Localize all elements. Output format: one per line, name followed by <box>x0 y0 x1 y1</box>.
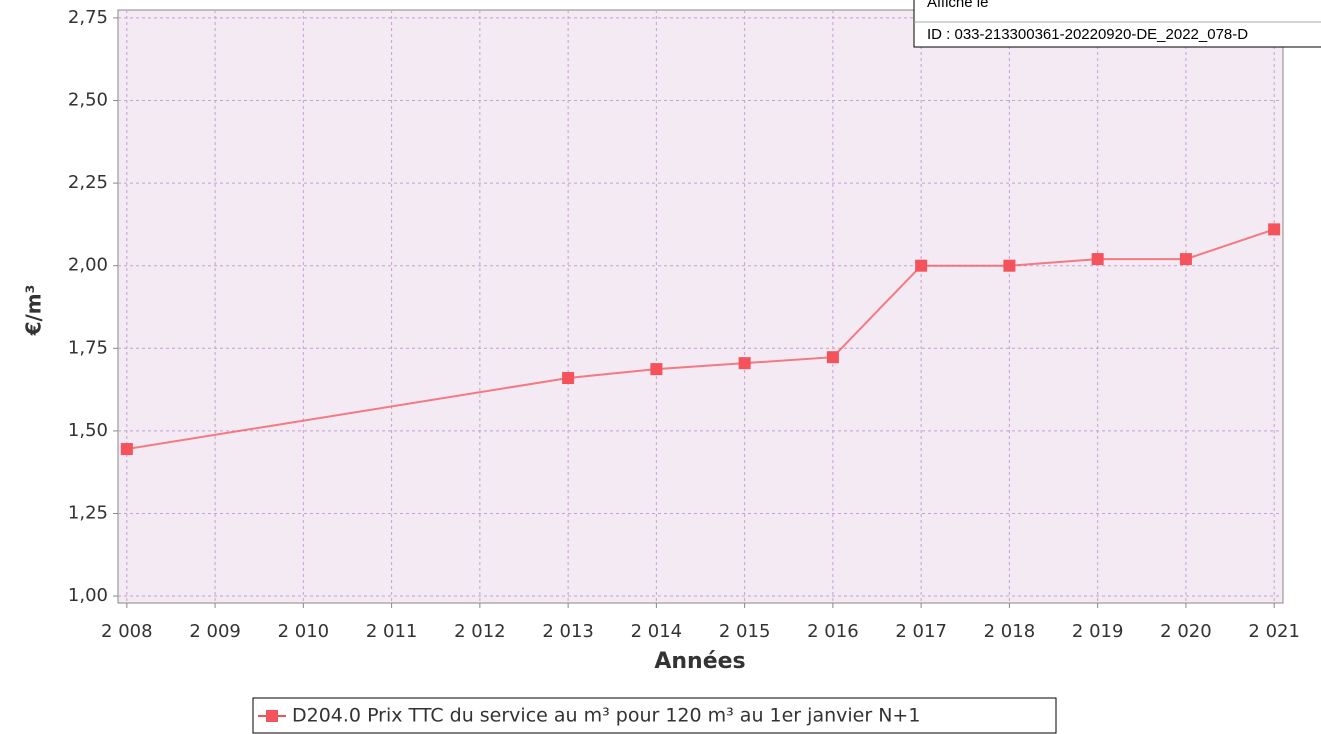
y-tick-label: 1,75 <box>68 337 108 358</box>
y-tick-label: 2,75 <box>68 7 108 28</box>
x-tick-label: 2 015 <box>719 621 771 642</box>
x-tick-label: 2 013 <box>542 621 594 642</box>
legend-label: D204.0 Prix TTC du service au m³ pour 12… <box>292 705 920 727</box>
x-tick-label: 2 014 <box>631 621 683 642</box>
y-tick-label: 2,00 <box>68 255 108 276</box>
y-tick-label: 2,25 <box>68 172 108 193</box>
x-tick-label: 2 019 <box>1072 621 1124 642</box>
y-tick-label: 2,50 <box>68 90 108 111</box>
data-point <box>1091 253 1104 266</box>
x-tick-label: 2 017 <box>895 621 947 642</box>
x-tick-label: 2 011 <box>366 621 418 642</box>
stamp-line2: ID : 033-213300361-20220920-DE_2022_078-… <box>927 26 1248 43</box>
y-tick-label: 1,50 <box>68 420 108 441</box>
y-tick-label: 1,25 <box>68 502 108 523</box>
y-axis-label: €/m³ <box>22 285 46 337</box>
data-point <box>826 351 839 364</box>
x-tick-label: 2 010 <box>278 621 330 642</box>
legend-marker <box>266 710 278 722</box>
series-line <box>126 228 1275 451</box>
x-tick-label: 2 021 <box>1248 621 1300 642</box>
data-point <box>120 443 133 456</box>
x-tick-label: 2 008 <box>101 621 153 642</box>
plot-area <box>117 9 1284 604</box>
x-tick-label: 2 009 <box>189 621 241 642</box>
data-point <box>915 259 928 272</box>
stamp-line1: Affiché le <box>927 0 988 11</box>
data-point <box>650 363 663 376</box>
grid <box>118 10 1283 603</box>
data-point <box>562 372 575 385</box>
x-tick-label: 2 012 <box>454 621 506 642</box>
data-point <box>1179 253 1192 266</box>
data-point <box>1268 223 1281 236</box>
y-tick-label: 1,00 <box>68 585 108 606</box>
data-point <box>738 357 751 370</box>
x-axis-label: Années <box>654 649 745 674</box>
x-tick-label: 2 020 <box>1160 621 1212 642</box>
x-tick-label: 2 018 <box>984 621 1036 642</box>
data-point <box>1003 259 1016 272</box>
x-tick-label: 2 016 <box>807 621 859 642</box>
legend <box>252 697 1057 734</box>
stamp <box>913 0 1321 48</box>
